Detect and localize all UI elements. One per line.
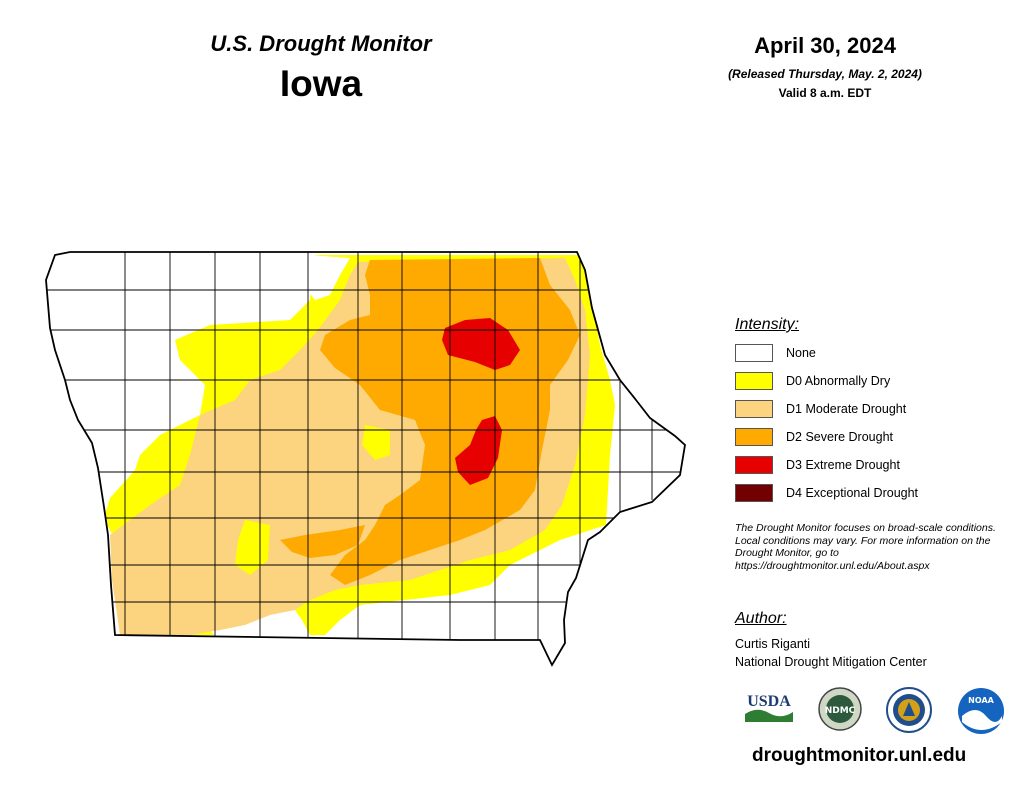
state-title: Iowa: [279, 63, 363, 104]
legend-label: D0 Abnormally Dry: [786, 374, 891, 388]
disclaimer-note: The Drought Monitor focuses on broad-sca…: [735, 522, 996, 572]
legend-item: D3 Extreme Drought: [735, 455, 900, 475]
author-title: Author:: [735, 610, 787, 627]
map-date: April 30, 2024: [754, 33, 896, 58]
d3-area-north: [442, 318, 520, 370]
legend-label: D2 Severe Drought: [786, 430, 894, 444]
ndmc-logo-text: NDMC: [825, 706, 856, 716]
legend-item: D1 Moderate Drought: [735, 399, 906, 419]
author-name: Curtis Riganti: [735, 637, 811, 651]
legend-title: Intensity:: [735, 316, 800, 333]
website-url[interactable]: droughtmonitor.unl.edu: [752, 745, 967, 766]
release-date: (Released Thursday, May. 2, 2024): [728, 67, 922, 81]
legend-item: D2 Severe Drought: [735, 427, 893, 447]
usda-logo-text: USDA: [747, 693, 791, 710]
legend-item: None: [735, 343, 816, 363]
product-title: U.S. Drought Monitor: [210, 31, 432, 56]
legend-swatch: [735, 456, 773, 474]
valid-time: Valid 8 a.m. EDT: [778, 86, 872, 100]
noaa-logo-text: NOAA: [968, 696, 994, 705]
d0-strip-west: [235, 520, 270, 575]
legend-swatch: [735, 428, 773, 446]
none-pocket-north: [300, 255, 350, 300]
legend-label: None: [786, 346, 816, 360]
doc-seal-logo: [886, 687, 932, 733]
usda-logo: USDA: [745, 693, 793, 722]
d3-area-central: [455, 416, 502, 485]
legend-swatch: [735, 372, 773, 390]
ndmc-logo: NDMC: [818, 687, 862, 731]
legend-label: D3 Extreme Drought: [786, 458, 900, 472]
author-org: National Drought Mitigation Center: [735, 655, 927, 669]
d0-strip-center: [362, 425, 390, 460]
legend-swatch: [735, 400, 773, 418]
legend-swatch: [735, 484, 773, 502]
legend-label: D4 Exceptional Drought: [786, 486, 919, 500]
state-outline: [45, 251, 686, 667]
d2-lobe-south: [280, 525, 365, 558]
legend-swatch: [735, 344, 773, 362]
legend-label: D1 Moderate Drought: [786, 402, 907, 416]
legend-item: D4 Exceptional Drought: [735, 483, 918, 503]
noaa-logo: NOAA: [958, 688, 1004, 734]
iowa-drought-map: [45, 251, 686, 667]
legend-item: D0 Abnormally Dry: [735, 371, 890, 391]
